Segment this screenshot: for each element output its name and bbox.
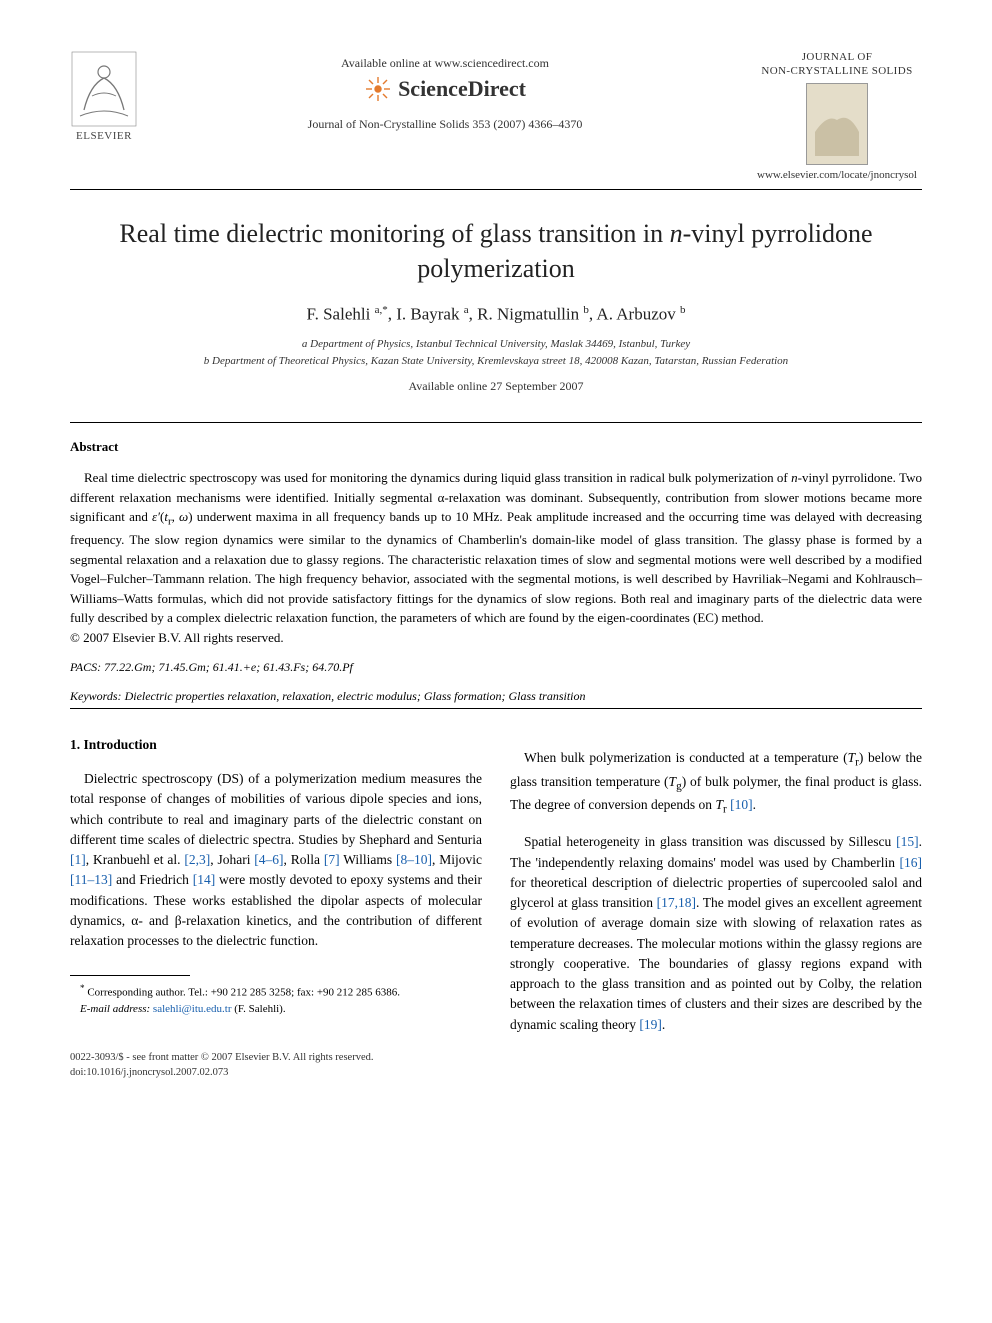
affil-a: a Department of Physics, Istanbul Techni… [70, 336, 922, 353]
column-left: 1. Introduction Dielectric spectroscopy … [70, 735, 482, 1035]
jt-line1: JOURNAL OF [802, 51, 873, 63]
article-title: Real time dielectric monitoring of glass… [110, 216, 882, 286]
keywords-line: Keywords: Dielectric properties relaxati… [70, 689, 922, 704]
journal-reference: Journal of Non-Crystalline Solids 353 (2… [308, 117, 583, 132]
front-matter-line: 0022-3093/$ - see front matter © 2007 El… [70, 1051, 922, 1066]
doi-line: doi:10.1016/j.jnoncrysol.2007.02.073 [70, 1066, 922, 1081]
sciencedirect-text: ScienceDirect [398, 76, 526, 102]
rule-top [70, 189, 922, 190]
corresponding-author-footnote: * Corresponding author. Tel.: +90 212 28… [70, 982, 482, 1018]
email-label: E-mail address: [80, 1003, 150, 1015]
abstract-heading: Abstract [70, 439, 922, 455]
rule-abstract-top [70, 422, 922, 423]
abstract-text: Real time dielectric spectroscopy was us… [70, 468, 922, 627]
elsevier-logo [70, 50, 138, 128]
jt-line2: NON-CRYSTALLINE SOLIDS [761, 65, 912, 77]
col2-para-2: Spatial heterogeneity in glass transitio… [510, 832, 922, 1035]
rule-abstract-bottom [70, 708, 922, 709]
authors: F. Salehli a,*, I. Bayrak a, R. Nigmatul… [70, 304, 922, 325]
right-header: JOURNAL OF NON-CRYSTALLINE SOLIDS www.el… [752, 50, 922, 181]
col2-para-1: When bulk polymerization is conducted at… [510, 748, 922, 819]
locate-url[interactable]: www.elsevier.com/locate/jnoncrysol [757, 169, 917, 181]
page-container: ELSEVIER Available online at www.science… [0, 0, 992, 1120]
column-right: When bulk polymerization is conducted at… [510, 735, 922, 1035]
elsevier-text: ELSEVIER [76, 130, 132, 142]
pacs-line: PACS: 77.22.Gm; 71.45.Gm; 61.41.+e; 61.4… [70, 660, 922, 675]
email-link[interactable]: salehli@itu.edu.tr [153, 1003, 232, 1015]
pacs-codes: 77.22.Gm; 71.45.Gm; 61.41.+e; 61.43.Fs; … [104, 660, 353, 674]
footnote-line1: * Corresponding author. Tel.: +90 212 28… [70, 982, 482, 1002]
footnote-line2: E-mail address: salehli@itu.edu.tr (F. S… [70, 1002, 482, 1018]
center-header: Available online at www.sciencedirect.co… [138, 50, 752, 132]
journal-cover-thumb [806, 83, 868, 165]
sd-burst-icon [364, 75, 392, 103]
footnote-separator [70, 975, 190, 976]
available-date: Available online 27 September 2007 [70, 379, 922, 394]
section-1-heading: 1. Introduction [70, 735, 482, 755]
available-online-text: Available online at www.sciencedirect.co… [341, 56, 549, 71]
sciencedirect-logo[interactable]: ScienceDirect [364, 75, 526, 103]
header-row: ELSEVIER Available online at www.science… [70, 50, 922, 181]
bottom-bar: 0022-3093/$ - see front matter © 2007 El… [70, 1051, 922, 1080]
pacs-label: PACS: [70, 660, 101, 674]
abstract-copyright: © 2007 Elsevier B.V. All rights reserved… [70, 630, 922, 646]
elsevier-block: ELSEVIER [70, 50, 138, 142]
journal-title-small: JOURNAL OF NON-CRYSTALLINE SOLIDS [761, 50, 912, 79]
intro-para-1: Dielectric spectroscopy (DS) of a polyme… [70, 769, 482, 951]
email-author: (F. Salehli). [234, 1003, 285, 1015]
keywords-text: Dielectric properties relaxation, relaxa… [125, 689, 586, 703]
keywords-label: Keywords: [70, 689, 122, 703]
affiliations: a Department of Physics, Istanbul Techni… [70, 336, 922, 369]
two-column-body: 1. Introduction Dielectric spectroscopy … [70, 735, 922, 1035]
affil-b: b Department of Theoretical Physics, Kaz… [70, 353, 922, 370]
